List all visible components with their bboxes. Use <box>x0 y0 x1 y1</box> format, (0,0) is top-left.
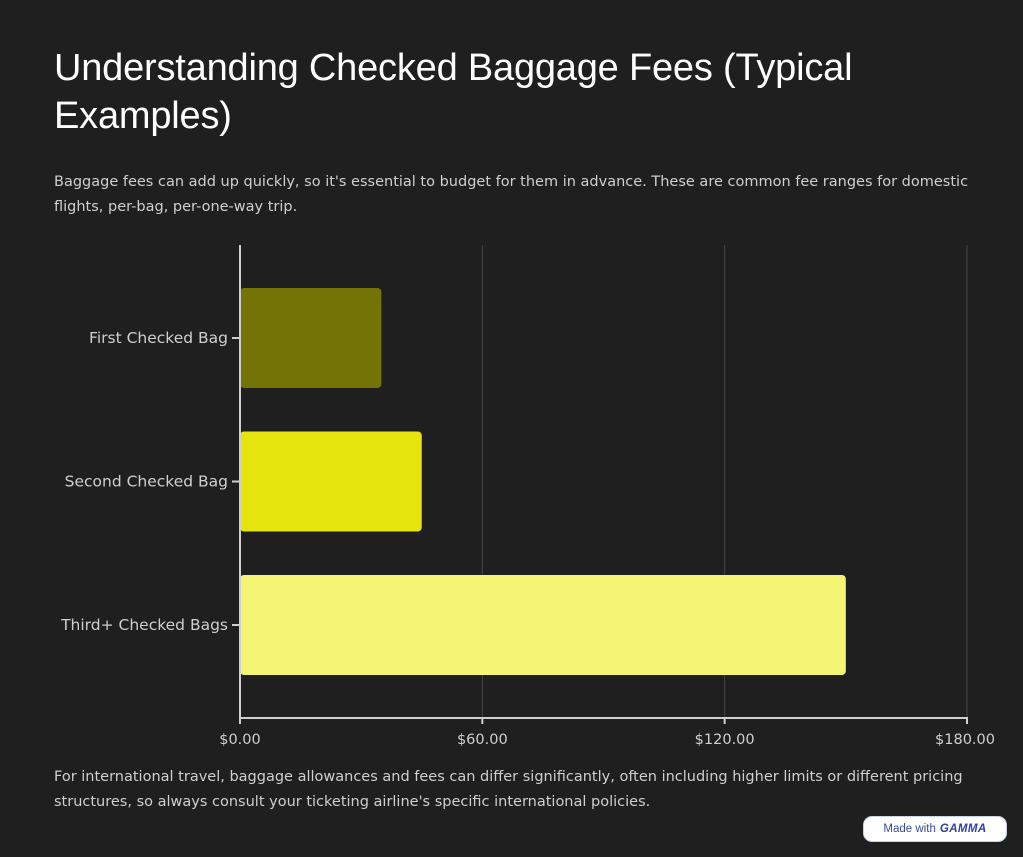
intro-text: Baggage fees can add up quickly, so it's… <box>54 174 969 215</box>
baggage-fee-bar-chart: $0.00 $60.00 $120.00 $180.00 First Checked B… <box>60 245 995 748</box>
made-with-gamma-badge[interactable]: Made with GAMMA <box>863 816 1007 842</box>
gamma-logo: GAMMA <box>939 823 987 835</box>
made-with-label: Made with <box>883 823 936 835</box>
page-title: Understanding Checked Baggage Fees (Typi… <box>54 47 853 137</box>
x-tick-label: $180.00 <box>935 732 995 748</box>
bar <box>240 575 846 675</box>
bar <box>240 431 422 532</box>
x-tick-label: $60.00 <box>457 732 508 748</box>
footer-note: For international travel, baggage allowa… <box>54 769 963 810</box>
category-label: Third+ Checked Bags <box>60 616 228 634</box>
x-tick-label: $0.00 <box>219 732 261 748</box>
category-label: Second Checked Bag <box>65 473 228 491</box>
category-label: First Checked Bag <box>89 329 228 347</box>
bar <box>240 288 382 388</box>
x-tick-label: $120.00 <box>695 732 755 748</box>
